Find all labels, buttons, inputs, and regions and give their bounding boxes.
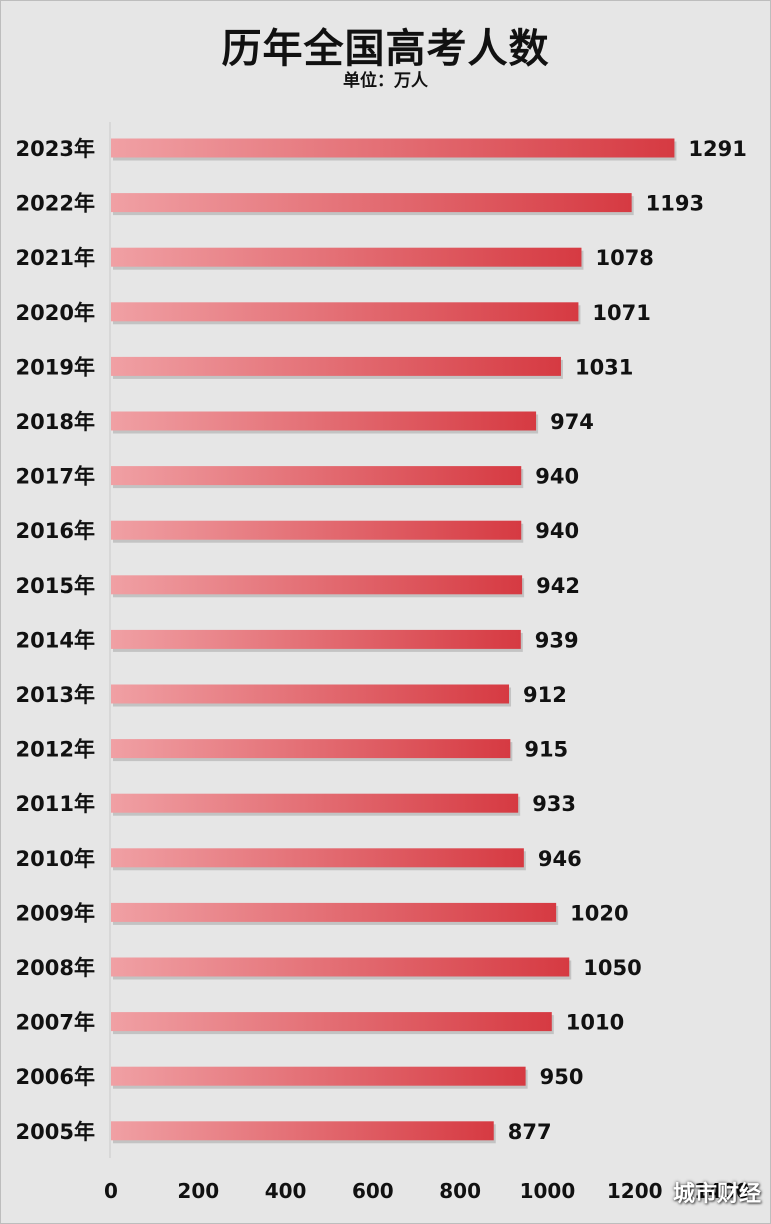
bar-2021年 <box>111 247 582 267</box>
x-tick-label: 600 <box>352 1179 394 1203</box>
category-label: 2006年 <box>16 1065 95 1089</box>
bar-2018年 <box>111 411 537 431</box>
x-tick-label: 1200 <box>607 1179 663 1203</box>
watermark: 城市财经 <box>672 1182 761 1207</box>
x-tick-label: 400 <box>265 1179 307 1203</box>
category-label: 2015年 <box>16 574 95 598</box>
bar-2013年 <box>111 684 510 704</box>
data-label: 1193 <box>646 192 704 216</box>
data-label: 942 <box>536 574 580 598</box>
data-label: 940 <box>535 519 579 543</box>
data-label: 1050 <box>583 956 641 980</box>
bar-2005年 <box>111 1121 494 1141</box>
data-label: 1078 <box>595 246 653 270</box>
x-tick-label: 1400 <box>694 1179 750 1203</box>
bar-2023年 <box>111 138 675 158</box>
data-label: 974 <box>550 410 594 434</box>
category-label: 2010年 <box>16 847 95 871</box>
bar-2007年 <box>111 1012 552 1032</box>
x-tick-label: 1000 <box>520 1179 576 1203</box>
bar-2011年 <box>111 793 519 813</box>
bar-2009年 <box>111 902 557 922</box>
data-label: 1020 <box>570 901 628 925</box>
bar-2016年 <box>111 520 522 540</box>
data-label: 933 <box>532 792 576 816</box>
category-label: 2008年 <box>16 956 95 980</box>
data-label: 1071 <box>592 301 650 325</box>
bar-2010年 <box>111 848 524 868</box>
bar-2019年 <box>111 356 561 376</box>
chart-subtitle: 单位：万人 <box>343 71 428 91</box>
category-label: 2009年 <box>16 901 95 925</box>
data-label: 950 <box>540 1065 584 1089</box>
data-label: 1031 <box>575 355 633 379</box>
category-label: 2011年 <box>16 792 95 816</box>
category-label: 2018年 <box>16 410 95 434</box>
category-label: 2012年 <box>16 738 95 762</box>
chart-title: 历年全国高考人数 <box>221 26 550 72</box>
category-label: 2007年 <box>16 1011 95 1035</box>
bar-2020年 <box>111 302 579 322</box>
bar-2006年 <box>111 1066 526 1086</box>
bar-2014年 <box>111 629 521 649</box>
category-label: 2023年 <box>16 137 95 161</box>
category-label: 2022年 <box>16 192 95 216</box>
category-label: 2016年 <box>16 519 95 543</box>
bar-2012年 <box>111 739 511 759</box>
bar-2017年 <box>111 466 522 486</box>
category-label: 2005年 <box>16 1120 95 1144</box>
x-tick-label: 800 <box>439 1179 481 1203</box>
category-label: 2017年 <box>16 465 95 489</box>
category-label: 2021年 <box>16 246 95 270</box>
data-label: 912 <box>523 683 567 707</box>
data-label: 946 <box>538 847 582 871</box>
data-label: 877 <box>508 1120 552 1144</box>
category-label: 2013年 <box>16 683 95 707</box>
data-label: 1010 <box>566 1011 624 1035</box>
data-label: 940 <box>535 465 579 489</box>
bar-2015年 <box>111 575 523 595</box>
bar-2022年 <box>111 193 632 213</box>
category-label: 2019年 <box>16 355 95 379</box>
data-label: 939 <box>535 628 579 652</box>
x-tick-label: 0 <box>104 1179 118 1203</box>
data-label: 915 <box>524 738 568 762</box>
bar-2008年 <box>111 957 570 977</box>
category-label: 2020年 <box>16 301 95 325</box>
category-label: 2014年 <box>16 628 95 652</box>
x-tick-label: 200 <box>177 1179 219 1203</box>
data-label: 1291 <box>688 137 746 161</box>
